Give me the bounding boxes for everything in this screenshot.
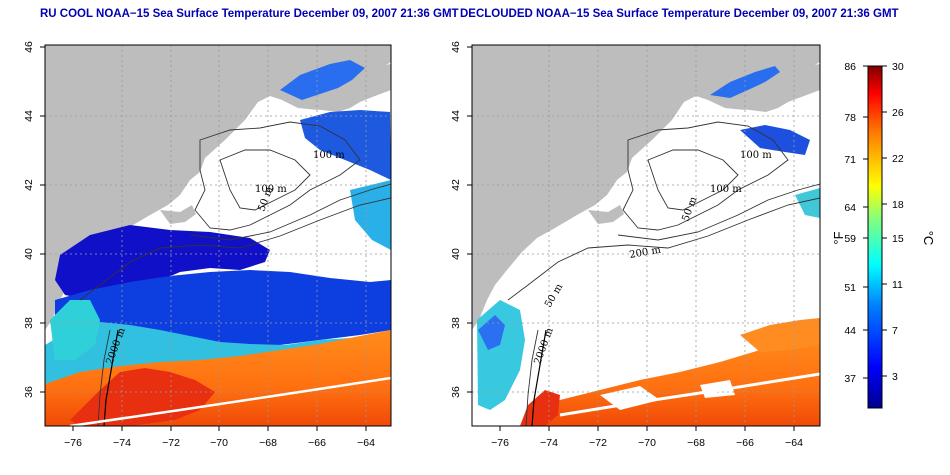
colorbar-c-tick-6: 11 (892, 279, 903, 291)
colorbar: 86 78 71 64 59 51 44 37 30 26 22 18 15 1… (831, 61, 936, 409)
right-contours (507, 121, 820, 426)
right-y-tick-6: 36 (450, 386, 462, 398)
right-contour-label-1: 100 m (740, 150, 772, 161)
colorbar-c-tick-7: 7 (892, 325, 898, 337)
right-y-axis (467, 46, 472, 393)
colorbar-c-tick-1: 30 (892, 61, 904, 73)
left-x-tick-6: −66 (308, 437, 326, 449)
left-contours (79, 121, 391, 426)
right-map-frame (471, 44, 821, 427)
colorbar-celsius-label: °C (921, 231, 936, 246)
right-x-tick-2: −74 (540, 437, 558, 449)
left-blue-gulf-maine (280, 60, 365, 100)
colorbar-f-tick-1: 86 (844, 61, 856, 73)
colorbar-c-tick-5: 15 (892, 233, 904, 245)
left-cyan-scotian-edge (350, 180, 391, 250)
colorbar-ticks (863, 65, 887, 379)
colorbar-c-tick-4: 18 (892, 199, 904, 211)
right-map: 100 m 100 m 50 m 200 m 50 m 2000 m −76 −… (450, 41, 821, 449)
colorbar-fahrenheit-label: °F (831, 231, 846, 244)
left-y-axis (40, 46, 45, 393)
right-x-tick-4: −70 (638, 437, 656, 449)
right-y-tick-2: 44 (450, 110, 462, 122)
left-map-frame (44, 44, 392, 427)
right-warm-stream (530, 330, 820, 426)
colorbar-f-tick-7: 44 (844, 325, 856, 337)
colorbar-f-tick-4: 64 (844, 202, 856, 214)
colorbar-f-tick-5: 59 (844, 233, 856, 245)
left-map: 100 m 100 m 50 m 2000 m −76 −74 −72 −70 … (23, 41, 392, 449)
right-map-title: DECLOUDED NOAA−15 Sea Surface Temperatur… (460, 8, 899, 20)
right-x-tick-5: −68 (687, 437, 705, 449)
left-y-tick-5: 38 (23, 317, 35, 329)
left-y-tick-3: 42 (23, 179, 35, 191)
right-y-tick-5: 38 (450, 317, 462, 329)
left-y-tick-1: 46 (23, 41, 35, 53)
right-x-tick-3: −72 (589, 437, 607, 449)
left-x-tick-7: −64 (357, 437, 375, 449)
colorbar-f-tick-8: 37 (844, 373, 856, 385)
left-x-tick-3: −72 (162, 437, 180, 449)
left-y-tick-4: 40 (23, 248, 35, 260)
left-x-tick-2: −74 (113, 437, 131, 449)
left-darkblue-band (55, 225, 270, 300)
right-blue-shelf (478, 315, 505, 350)
left-contour-label-2: 100 m (255, 184, 287, 195)
left-x-tick-1: −76 (64, 437, 82, 449)
left-cyan-shelf (50, 300, 100, 360)
colorbar-gradient (867, 65, 883, 409)
right-x-axis (499, 426, 795, 431)
colorbar-f-tick-6: 51 (844, 282, 856, 294)
right-x-tick-6: −66 (736, 437, 754, 449)
right-y-tick-4: 40 (450, 248, 462, 260)
colorbar-f-tick-3: 71 (844, 154, 856, 166)
right-y-tick-3: 42 (450, 179, 462, 191)
left-x-tick-4: −70 (210, 437, 228, 449)
right-red-core (520, 390, 560, 426)
right-y-tick-1: 46 (450, 41, 462, 53)
left-gridlines (45, 45, 391, 426)
colorbar-f-tick-2: 78 (844, 112, 856, 124)
left-contour-label-1: 100 m (313, 150, 345, 161)
colorbar-c-tick-8: 3 (892, 371, 898, 383)
left-land-cape-cod (160, 205, 196, 224)
left-white-track (69, 376, 391, 426)
right-cyan-scotian-edge (795, 188, 820, 218)
left-y-tick-2: 44 (23, 110, 35, 122)
left-y-tick-6: 36 (23, 386, 35, 398)
right-land-nova-scotia (718, 64, 820, 112)
right-x-tick-7: −64 (785, 437, 803, 449)
right-x-tick-1: −76 (491, 437, 509, 449)
left-x-tick-5: −68 (259, 437, 277, 449)
right-warm-east (740, 318, 820, 352)
right-white-track (559, 372, 820, 417)
left-x-axis (72, 426, 367, 431)
right-gridlines (472, 45, 820, 426)
colorbar-c-tick-3: 22 (892, 153, 904, 165)
right-blue-scotian (740, 125, 810, 155)
right-land-cape-cod (588, 205, 624, 224)
colorbar-c-tick-2: 26 (892, 107, 904, 119)
right-contour-label-2: 100 m (710, 184, 742, 195)
left-red-core (70, 368, 215, 426)
left-map-title: RU COOL NOAA−15 Sea Surface Temperature … (40, 8, 459, 20)
